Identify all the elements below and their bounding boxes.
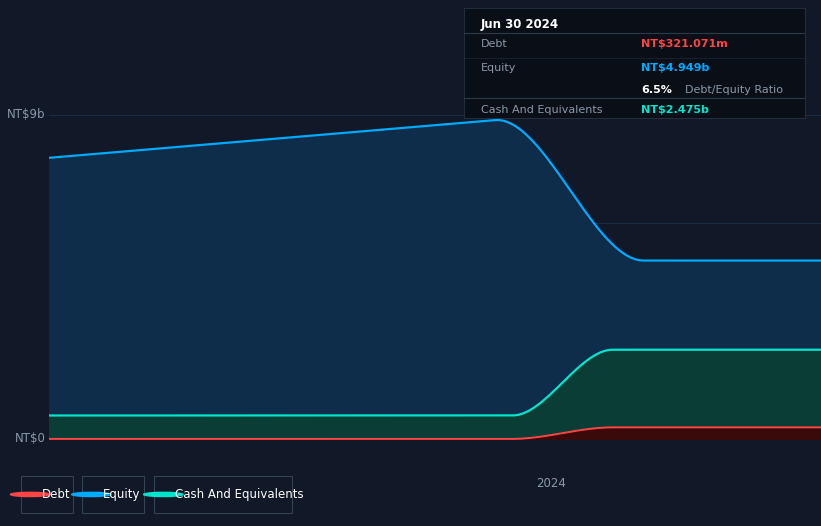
Text: Debt/Equity Ratio: Debt/Equity Ratio [686,85,783,95]
Text: Cash And Equivalents: Cash And Equivalents [175,488,304,501]
Circle shape [144,492,183,497]
Text: NT$4.949b: NT$4.949b [641,63,709,73]
Text: NT$2.475b: NT$2.475b [641,105,709,115]
Text: Debt: Debt [481,39,507,49]
Text: NT$9b: NT$9b [7,108,45,121]
Circle shape [71,492,111,497]
Text: Jun 30 2024: Jun 30 2024 [481,18,559,31]
Text: Cash And Equivalents: Cash And Equivalents [481,105,603,115]
Text: NT$0: NT$0 [15,432,45,446]
Text: Equity: Equity [481,63,516,73]
Text: 2023: 2023 [72,477,102,490]
Text: NT$321.071m: NT$321.071m [641,39,727,49]
Text: 2024: 2024 [536,477,566,490]
Text: Debt: Debt [42,488,71,501]
Text: 6.5%: 6.5% [641,85,672,95]
Text: Equity: Equity [103,488,140,501]
Circle shape [11,492,50,497]
